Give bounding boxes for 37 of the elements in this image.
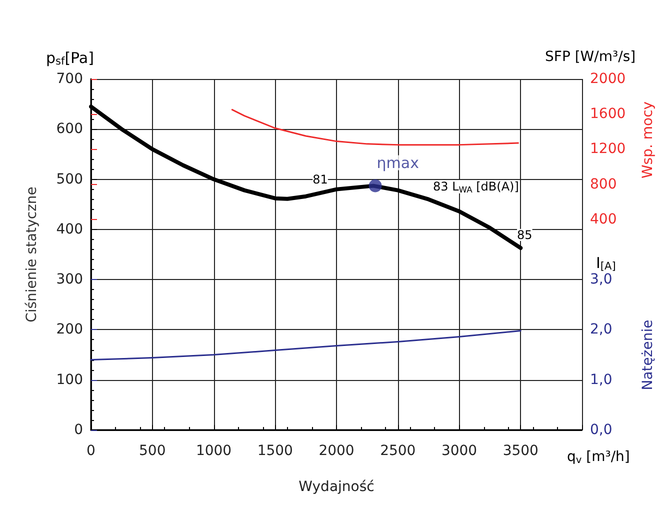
y-tick-label: 200: [56, 322, 83, 338]
x-tick-label: 3500: [502, 443, 538, 459]
y2-tick-label: 1200: [590, 141, 626, 158]
x-tick-label: 2500: [380, 443, 416, 459]
y2-tick-label: 400: [590, 211, 617, 228]
y-tick-label: 500: [56, 171, 83, 188]
x-tick-label: 1000: [196, 443, 232, 459]
y3-tick-label: 0,0: [590, 422, 612, 438]
x-axis-title: Wydajność: [298, 479, 374, 495]
x-tick-label: 0: [86, 443, 96, 459]
y3-tick-label: 3,0: [590, 272, 612, 288]
y2-tick-label: 800: [590, 176, 617, 192]
y-axis-title: Ciśnienie statyczne: [24, 186, 40, 322]
y-tick-label: 0: [74, 422, 83, 438]
y-tick-label: 400: [56, 221, 83, 238]
y3-tick-label: 1,0: [590, 372, 612, 388]
line-series: [231, 108, 519, 146]
y2-axis-title: Wsp. mocy: [640, 101, 656, 179]
y2-tick-label: 1600: [590, 106, 626, 122]
annotation: 85: [517, 228, 532, 242]
y-tick-label: 300: [56, 272, 83, 288]
x-tick-label: 3000: [441, 443, 478, 459]
y-tick-label: 600: [56, 121, 83, 138]
y3-tick-label: 2,0: [590, 322, 612, 338]
y-tick-label: 100: [56, 372, 83, 388]
y3-axis-title: Natężenie: [640, 320, 656, 390]
x-tick-label: 500: [139, 443, 166, 459]
annotation: 81: [312, 172, 328, 186]
text: SFP [W/m³/s]: [545, 49, 636, 65]
x-tick-label: 2000: [318, 443, 354, 459]
series-label: ηmax: [376, 154, 420, 172]
line-series: [90, 330, 522, 361]
x-tick-label: 1500: [257, 443, 293, 459]
text: psf[Pa]: [46, 48, 94, 68]
y2-tick-label: 2000: [590, 71, 626, 87]
y-tick-label: 700: [56, 71, 83, 87]
text: I[A]: [596, 254, 616, 272]
